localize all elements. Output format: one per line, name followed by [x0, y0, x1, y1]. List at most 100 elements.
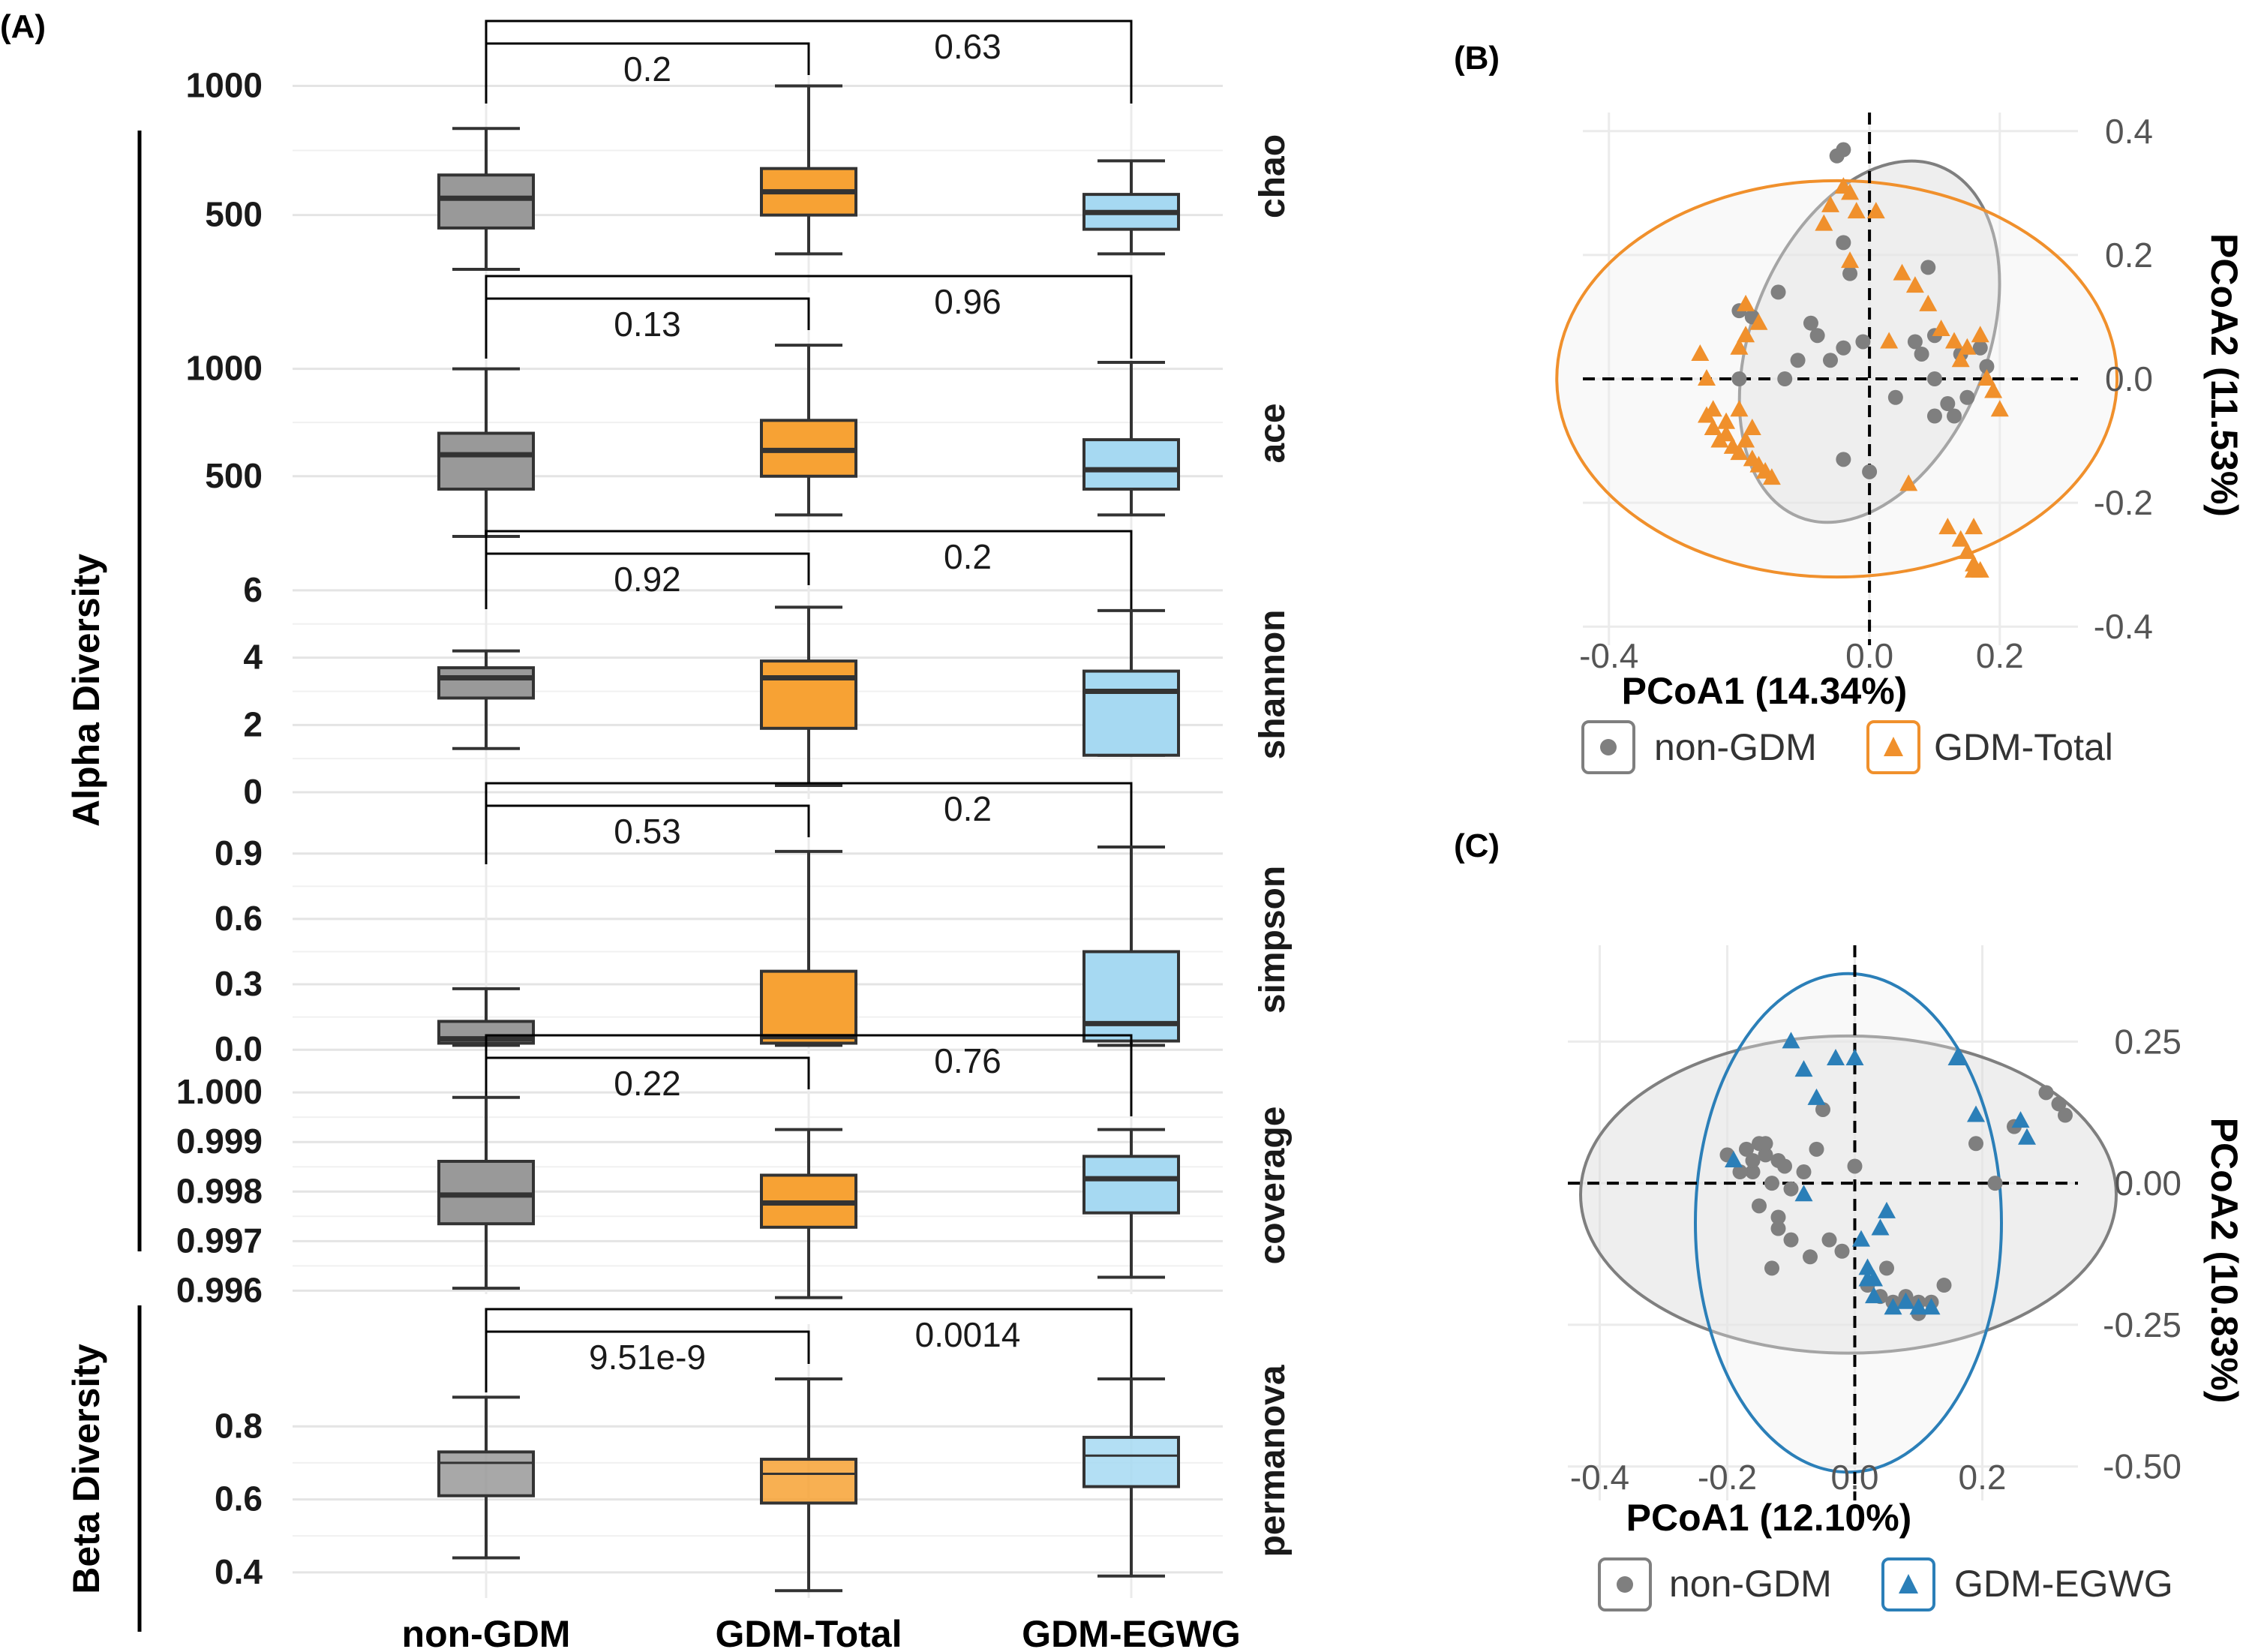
box-iqr	[437, 431, 535, 491]
point-GDM-Total	[1984, 381, 2003, 398]
point-non-GDM	[1836, 452, 1851, 467]
point-non-GDM	[1815, 1101, 1830, 1117]
point-non-GDM	[2051, 1096, 2067, 1112]
tick-label-chao: 1000	[186, 65, 263, 104]
bracket-outer	[485, 275, 1133, 359]
point-non-GDM	[1745, 1152, 1761, 1168]
alpha-diversity-label: Alpha Diversity	[65, 554, 107, 827]
point-GDM-Total	[1737, 326, 1755, 343]
tick-label-permanova: 0.8	[215, 1406, 263, 1445]
point-non-GDM	[1972, 340, 1988, 356]
panel-label-c: (C)	[1454, 828, 1500, 864]
point-GDM-Total	[1958, 542, 1977, 560]
pvalue-inner: 0.53	[614, 812, 681, 851]
point-GDM-Total	[1717, 425, 1736, 442]
point-non-GDM	[1959, 389, 1975, 405]
y-tick-label: -0.4	[2094, 607, 2153, 646]
box-coverage-2	[1082, 1128, 1180, 1279]
point-non-GDM	[1809, 1141, 1824, 1157]
point-non-GDM	[1790, 353, 1806, 368]
point-non-GDM	[1979, 359, 1995, 374]
pvalue-inner: 0.92	[614, 560, 681, 599]
box-iqr	[437, 666, 535, 700]
box-permanova-0	[437, 1395, 535, 1560]
pvalue-outer: 0.63	[934, 27, 1001, 66]
box-ace-1	[760, 344, 857, 517]
tick-label-coverage: 0.998	[176, 1171, 263, 1210]
point-GDM-Total	[1932, 319, 1950, 336]
point-non-GDM	[1803, 1249, 1818, 1265]
x-tick-label: -0.4	[1579, 636, 1638, 675]
point-non-GDM	[1947, 408, 1962, 424]
point-non-GDM	[1783, 1232, 1799, 1248]
metric-label-coverage: coverage	[1253, 1107, 1293, 1265]
point-non-GDM	[1855, 334, 1871, 350]
pvalue-inner: 0.2	[623, 50, 671, 89]
box-panel-shannon: 0 2 4 6 shannon 0.92 0.2	[243, 530, 1293, 811]
point-GDM-EGWG	[1909, 1298, 1928, 1315]
ellipse-GDM-EGWG	[1694, 972, 2003, 1474]
point-non-GDM	[1777, 371, 1793, 386]
pvalue-inner: 0.22	[614, 1064, 681, 1103]
legend-marker-non-gdm	[1600, 739, 1617, 755]
point-GDM-EGWG	[1865, 1269, 1883, 1287]
point-non-GDM	[1836, 340, 1851, 356]
box-ace-2	[1082, 361, 1180, 517]
bracket-outer	[485, 782, 1133, 864]
x-tick-label: 0.2	[1959, 1458, 2007, 1497]
point-GDM-Total	[1730, 443, 1749, 461]
box-permanova-1	[760, 1377, 857, 1593]
point-GDM-Total	[1965, 560, 1983, 578]
metric-label-ace: ace	[1253, 403, 1293, 463]
point-non-GDM	[1926, 408, 1942, 424]
box-chao-2	[1082, 159, 1180, 256]
point-GDM-Total	[1919, 294, 1938, 311]
x-label-gdm-egwg: GDM-EGWG	[1022, 1613, 1241, 1652]
tick-label-coverage: 1.000	[176, 1072, 263, 1111]
point-non-GDM	[1987, 1176, 2003, 1191]
panel-a-boxplots: (A) Alpha Diversity Beta Diversity 500 10…	[0, 8, 1293, 1652]
point-GDM-Total	[1945, 332, 1963, 349]
point-non-GDM	[1834, 1243, 1850, 1259]
legend-marker-gdm-egwg	[1899, 1574, 1918, 1593]
bracket-outer	[485, 1034, 1133, 1116]
box-coverage-1	[760, 1128, 857, 1299]
point-GDM-EGWG	[1827, 1049, 1845, 1066]
point-non-GDM	[1764, 1176, 1779, 1191]
point-non-GDM	[1745, 1164, 1761, 1180]
tick-label-simpson: 0.6	[215, 899, 263, 938]
point-non-GDM	[2038, 1085, 2054, 1101]
x-tick-label: 0.2	[1976, 636, 2024, 675]
legend-text-non-gdm-c: non-GDM	[1669, 1563, 1832, 1605]
point-GDM-EGWG	[1725, 1150, 1743, 1167]
point-GDM-Total	[1951, 530, 1970, 547]
point-non-GDM	[1777, 1158, 1792, 1174]
box-panel-simpson: 0.0 0.3 0.6 0.9 simpson 0.53 0.2	[215, 782, 1293, 1068]
point-GDM-EGWG	[1845, 1049, 1864, 1066]
point-GDM-EGWG	[1807, 1088, 1826, 1105]
y-tick-label: 0.00	[2114, 1164, 2181, 1203]
tick-label-shannon: 4	[243, 638, 263, 677]
point-GDM-EGWG	[1865, 1287, 1883, 1304]
panel-b-pcoa: (B) -0.4 0.0 0.2 0.4 0.2 0.0 -0.2 -0.4 PCoA1 (1…	[1454, 40, 2245, 774]
metric-label-permanova: permanova	[1253, 1365, 1293, 1557]
point-GDM-Total	[1749, 313, 1768, 330]
point-GDM-EGWG	[1794, 1060, 1813, 1077]
point-non-GDM	[1823, 353, 1838, 368]
tick-label-simpson: 0.0	[215, 1029, 263, 1068]
tick-label-coverage: 0.997	[176, 1221, 263, 1260]
legend-text-gdm-egwg: GDM-EGWG	[1954, 1563, 2173, 1605]
point-GDM-EGWG	[2011, 1111, 2030, 1128]
point-GDM-EGWG	[1896, 1292, 1915, 1309]
bracket-outer	[485, 1308, 1133, 1392]
point-GDM-Total	[1717, 412, 1736, 429]
bracket-outer	[485, 530, 1133, 609]
legend-marker-non-gdm-c	[1617, 1576, 1633, 1593]
point-GDM-Total	[1880, 332, 1899, 349]
box-ace-0	[437, 367, 535, 538]
point-GDM-Total	[1762, 468, 1781, 485]
point-GDM-EGWG	[2018, 1128, 2036, 1145]
legend-text-non-gdm: non-GDM	[1654, 726, 1817, 768]
point-GDM-Total	[1971, 326, 1989, 343]
point-non-GDM	[1770, 1209, 1786, 1225]
